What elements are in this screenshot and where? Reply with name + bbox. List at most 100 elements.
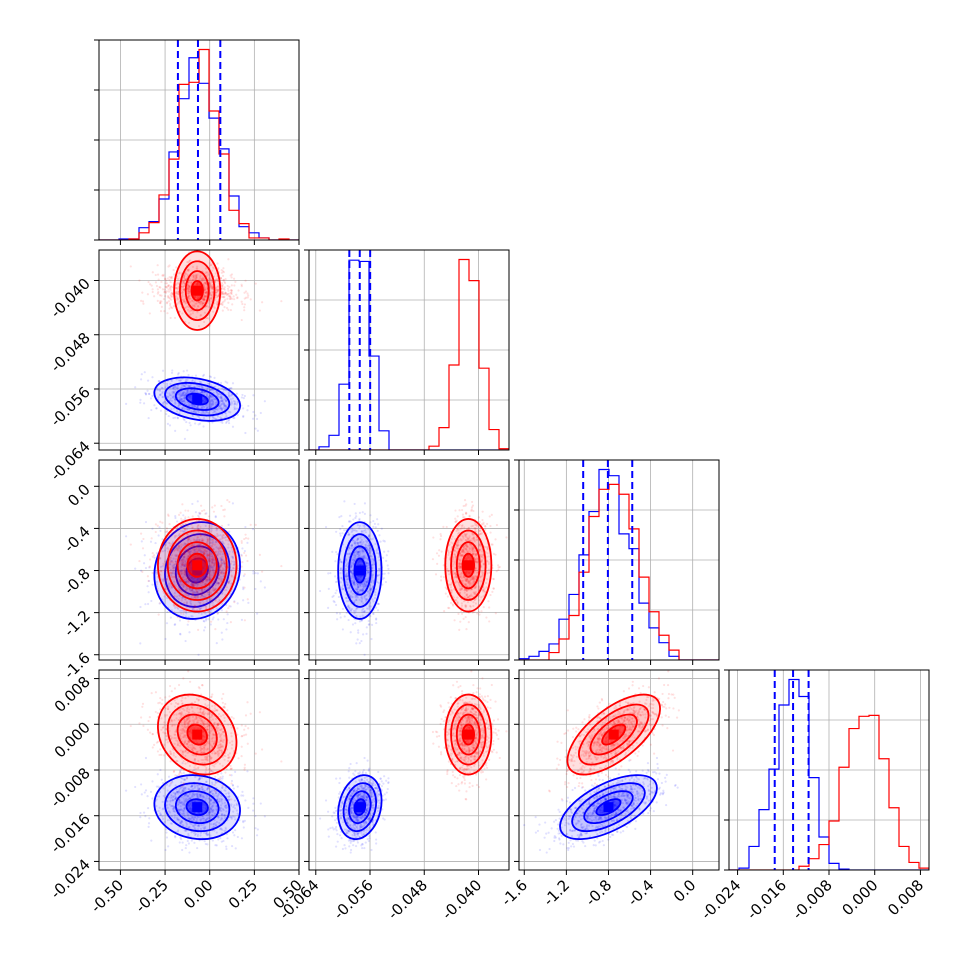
scatter-point — [251, 417, 255, 420]
scatter-point — [192, 538, 195, 541]
scatter-point — [203, 587, 206, 590]
scatter-point — [458, 509, 461, 512]
scatter-point — [160, 305, 163, 308]
scatter-point — [362, 529, 365, 533]
scatter-point — [181, 563, 184, 567]
scatter-point — [240, 300, 243, 303]
scatter-point — [201, 539, 205, 543]
scatter-point — [156, 589, 160, 593]
scatter-point — [154, 523, 158, 526]
scatter-point — [190, 299, 194, 302]
scatter-point — [174, 554, 177, 557]
scatter-point — [206, 554, 209, 557]
scatter-point — [188, 292, 191, 295]
scatter-point — [179, 582, 182, 585]
scatter-point — [249, 523, 252, 526]
scatter-point — [174, 429, 177, 432]
scatter-point — [211, 545, 214, 548]
scatter-point — [175, 520, 179, 523]
scatter-point — [350, 589, 353, 593]
scatter-point — [166, 296, 170, 299]
scatter-point — [214, 587, 217, 590]
scatter-point — [208, 277, 211, 281]
scatter-point — [183, 284, 186, 287]
scatter-point — [193, 596, 196, 599]
scatter-point — [195, 538, 199, 541]
scatter-point — [195, 316, 198, 319]
scatter-point — [204, 281, 207, 284]
scatter-point — [207, 558, 210, 561]
scatter-point — [182, 394, 185, 397]
scatter-point — [211, 403, 214, 406]
scatter-point — [172, 563, 175, 566]
scatter-point — [200, 617, 203, 620]
scatter-point — [207, 590, 210, 594]
scatter-point — [138, 279, 141, 282]
scatter-point — [174, 386, 177, 389]
scatter-point — [178, 545, 181, 549]
scatter-point — [176, 527, 179, 531]
scatter-point — [208, 397, 211, 400]
scatter-point — [209, 291, 212, 294]
scatter-point — [215, 407, 218, 410]
scatter-point — [202, 283, 205, 286]
scatter-point — [217, 582, 220, 585]
scatter-point — [188, 421, 191, 424]
scatter-point — [182, 553, 186, 556]
scatter-point — [205, 541, 208, 544]
scatter-point — [174, 402, 177, 405]
scatter-point — [184, 573, 187, 576]
scatter-point — [206, 271, 209, 274]
scatter-point — [196, 595, 200, 598]
scatter-point — [205, 556, 209, 559]
scatter-point — [209, 278, 213, 281]
scatter-point — [335, 550, 338, 554]
scatter-point — [195, 390, 198, 393]
scatter-point — [178, 594, 181, 597]
scatter-point — [189, 601, 192, 604]
scatter-point — [216, 300, 219, 304]
scatter-point — [204, 291, 207, 295]
scatter-point — [212, 510, 216, 513]
scatter-point — [360, 639, 363, 643]
scatter-point — [173, 536, 177, 539]
scatter-point — [196, 265, 199, 268]
scatter-point — [225, 389, 228, 392]
scatter-point — [207, 554, 210, 557]
scatter-point — [220, 402, 223, 406]
scatter-point — [184, 516, 187, 519]
scatter-point — [193, 390, 196, 393]
scatter-point — [196, 583, 200, 586]
scatter-point — [180, 517, 183, 520]
scatter-point — [216, 289, 219, 293]
scatter-point — [195, 550, 198, 553]
scatter-point — [203, 582, 207, 586]
scatter-point — [354, 555, 357, 558]
scatter-point — [216, 393, 220, 396]
scatter-point — [327, 606, 330, 609]
y-tick-label: -0.8 — [60, 565, 93, 598]
scatter-point — [332, 600, 335, 603]
scatter-point — [184, 528, 187, 531]
scatter-point — [140, 532, 143, 535]
scatter-point — [343, 615, 346, 618]
scatter-point — [203, 593, 206, 596]
scatter-point — [165, 382, 169, 385]
scatter-point — [214, 516, 217, 519]
scatter-point — [158, 285, 161, 289]
scatter-point — [197, 301, 200, 304]
scatter-point — [494, 612, 497, 615]
scatter-point — [172, 391, 176, 394]
scatter-point — [185, 580, 188, 583]
scatter-point — [156, 273, 160, 276]
scatter-point — [211, 582, 214, 585]
scatter-point — [356, 607, 359, 610]
scatter-point — [365, 632, 368, 635]
scatter-point — [182, 384, 185, 388]
scatter-point — [153, 404, 156, 407]
scatter-point — [231, 382, 235, 385]
scatter-point — [166, 301, 169, 304]
scatter-point — [372, 525, 375, 528]
scatter-point — [203, 412, 206, 415]
scatter-point — [215, 291, 218, 295]
